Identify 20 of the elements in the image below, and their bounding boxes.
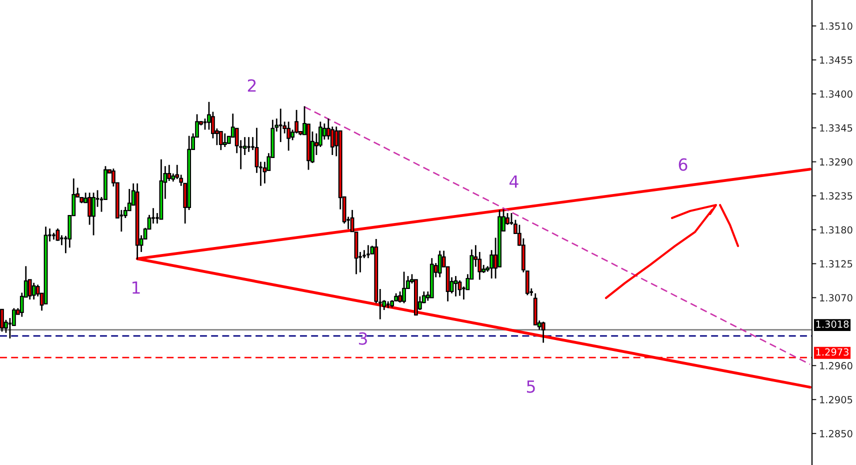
annotation: 6 [678, 158, 688, 171]
y-tick-label: 1.2850 [820, 430, 852, 438]
annotation: 5 [526, 380, 535, 393]
ref-line-label: 1.2973 [816, 348, 848, 356]
y-tick-label: 1.3180 [820, 226, 852, 234]
y-tick-label: 1.2905 [820, 396, 852, 404]
annotation: 1 [132, 281, 140, 294]
ref-line-label: 1.3018 [816, 320, 849, 328]
y-tick-label: 1.3455 [820, 56, 852, 64]
y-tick-label: 1.3510 [820, 22, 852, 30]
annotation: 2 [248, 79, 256, 92]
y-tick-label: 1.3235 [820, 192, 852, 200]
y-tick-label: 1.3400 [820, 90, 852, 98]
y-tick-label: 1.3290 [820, 158, 852, 166]
y-tick-label: 1.2960 [820, 362, 852, 370]
annotation: 3 [358, 332, 367, 345]
annotation: 4 [510, 175, 518, 188]
y-tick-label: 1.3125 [820, 260, 852, 268]
y-tick-label: 1.3345 [820, 124, 852, 132]
y-tick-label: 1.3070 [820, 294, 852, 302]
